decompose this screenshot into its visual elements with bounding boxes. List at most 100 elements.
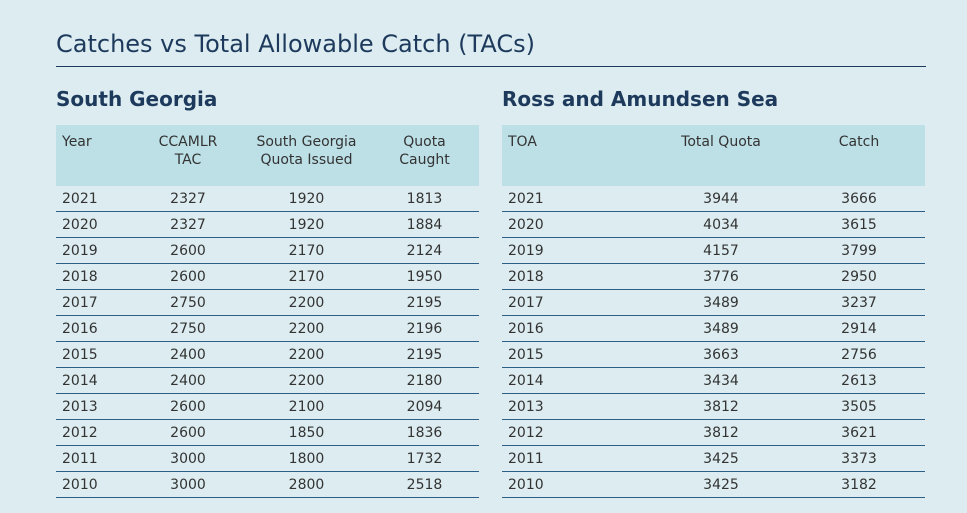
table-cell: 2014: [56, 367, 133, 394]
table-cell: 2196: [370, 315, 479, 342]
table-cell: 2756: [793, 341, 925, 368]
table-cell: 3615: [793, 211, 925, 238]
table-cell: 2400: [133, 341, 243, 368]
table-row: 2011 3425 3373: [502, 445, 925, 472]
table-cell: 1884: [370, 211, 479, 238]
table-cell: 2750: [133, 289, 243, 316]
title-divider: [56, 66, 926, 67]
table-cell: 2012: [56, 419, 133, 446]
table-row: 2017 3489 3237: [502, 289, 925, 316]
table-cell: 2094: [370, 393, 479, 420]
table-cell: 2015: [56, 341, 133, 368]
table-cell: 2750: [133, 315, 243, 342]
table-cell: 3776: [649, 263, 793, 290]
table-cell: 3000: [133, 445, 243, 472]
column-header-total-quota: Total Quota: [649, 125, 793, 186]
table-cell: 2170: [243, 263, 370, 290]
table-cell: 2021: [502, 186, 649, 212]
table-cell: 2010: [502, 471, 649, 498]
column-header-year: Year: [56, 125, 133, 186]
table-row: 2015 3663 2756: [502, 341, 925, 368]
table-cell: 2400: [133, 367, 243, 394]
table-cell: 2600: [133, 393, 243, 420]
table-cell: 2200: [243, 315, 370, 342]
table-cell: 2800: [243, 471, 370, 498]
table-cell: 1920: [243, 186, 370, 212]
table-row: 2013 3812 3505: [502, 393, 925, 420]
south-georgia-table: Year CCAMLR TAC South Georgia Quota Issu…: [56, 125, 479, 498]
table-cell: 2200: [243, 341, 370, 368]
table-cell: 3237: [793, 289, 925, 316]
table-cell: 2018: [56, 263, 133, 290]
table-cell: 2100: [243, 393, 370, 420]
table-cell: 2327: [133, 211, 243, 238]
table-row: 2018 2600 2170 1950: [56, 263, 479, 290]
table-cell: 3621: [793, 419, 925, 446]
table-row: 2020 4034 3615: [502, 211, 925, 238]
page-title: Catches vs Total Allowable Catch (TACs): [56, 30, 535, 58]
table-row: 2018 3776 2950: [502, 263, 925, 290]
table-cell: 3812: [649, 419, 793, 446]
table-cell: 2014: [502, 367, 649, 394]
table-cell: 3663: [649, 341, 793, 368]
table-cell: 3489: [649, 289, 793, 316]
table-cell: 2600: [133, 419, 243, 446]
table-cell: 3182: [793, 471, 925, 498]
table-cell: 2600: [133, 237, 243, 264]
table-cell: 2180: [370, 367, 479, 394]
table-cell: 2613: [793, 367, 925, 394]
table-row: 2010 3425 3182: [502, 471, 925, 498]
table-cell: 2010: [56, 471, 133, 498]
ross-amundsen-table: TOA Total Quota Catch 2021 3944 3666 2020 40…: [502, 125, 925, 498]
table-cell: 1732: [370, 445, 479, 472]
table-cell: 2016: [502, 315, 649, 342]
table-row: 2017 2750 2200 2195: [56, 289, 479, 316]
table-row: 2015 2400 2200 2195: [56, 341, 479, 368]
table-cell: 2015: [502, 341, 649, 368]
table-cell: 2011: [502, 445, 649, 472]
table-cell: 3666: [793, 186, 925, 212]
table-row: 2020 2327 1920 1884: [56, 211, 479, 238]
table-row: 2016 3489 2914: [502, 315, 925, 342]
table-cell: 2017: [502, 289, 649, 316]
column-header-toa: TOA: [502, 125, 649, 186]
table-cell: 1850: [243, 419, 370, 446]
table-cell: 2124: [370, 237, 479, 264]
table-cell: 2200: [243, 367, 370, 394]
table-cell: 1800: [243, 445, 370, 472]
table-cell: 2011: [56, 445, 133, 472]
table-cell: 3799: [793, 237, 925, 264]
table-cell: 2950: [793, 263, 925, 290]
table-row: 2016 2750 2200 2196: [56, 315, 479, 342]
column-header-ccamlr-tac: CCAMLR TAC: [158, 134, 218, 168]
table-row: 2010 3000 2800 2518: [56, 471, 479, 498]
table-cell: 3373: [793, 445, 925, 472]
table-row: 2014 3434 2613: [502, 367, 925, 394]
table-cell: 2018: [502, 263, 649, 290]
table-cell: 2195: [370, 341, 479, 368]
table-cell: 2518: [370, 471, 479, 498]
table-cell: 4157: [649, 237, 793, 264]
south-georgia-heading: South Georgia: [56, 87, 218, 111]
table-row: 2021 2327 1920 1813: [56, 186, 479, 212]
table-cell: 2020: [502, 211, 649, 238]
ross-amundsen-heading: Ross and Amundsen Sea: [502, 87, 779, 111]
table-row: 2012 3812 3621: [502, 419, 925, 446]
table-cell: 2019: [502, 237, 649, 264]
table-row: 2014 2400 2200 2180: [56, 367, 479, 394]
table-cell: 3505: [793, 393, 925, 420]
table-cell: 3812: [649, 393, 793, 420]
table-cell: 2200: [243, 289, 370, 316]
table-cell: 2195: [370, 289, 479, 316]
table-cell: 3489: [649, 315, 793, 342]
table-cell: 3000: [133, 471, 243, 498]
table-cell: 2327: [133, 186, 243, 212]
table-cell: 2021: [56, 186, 133, 212]
table-cell: 3425: [649, 445, 793, 472]
table-row: 2013 2600 2100 2094: [56, 393, 479, 420]
table-row: 2019 2600 2170 2124: [56, 237, 479, 264]
table-cell: 4034: [649, 211, 793, 238]
table-row: 2019 4157 3799: [502, 237, 925, 264]
table-cell: 1920: [243, 211, 370, 238]
table-cell: 2016: [56, 315, 133, 342]
